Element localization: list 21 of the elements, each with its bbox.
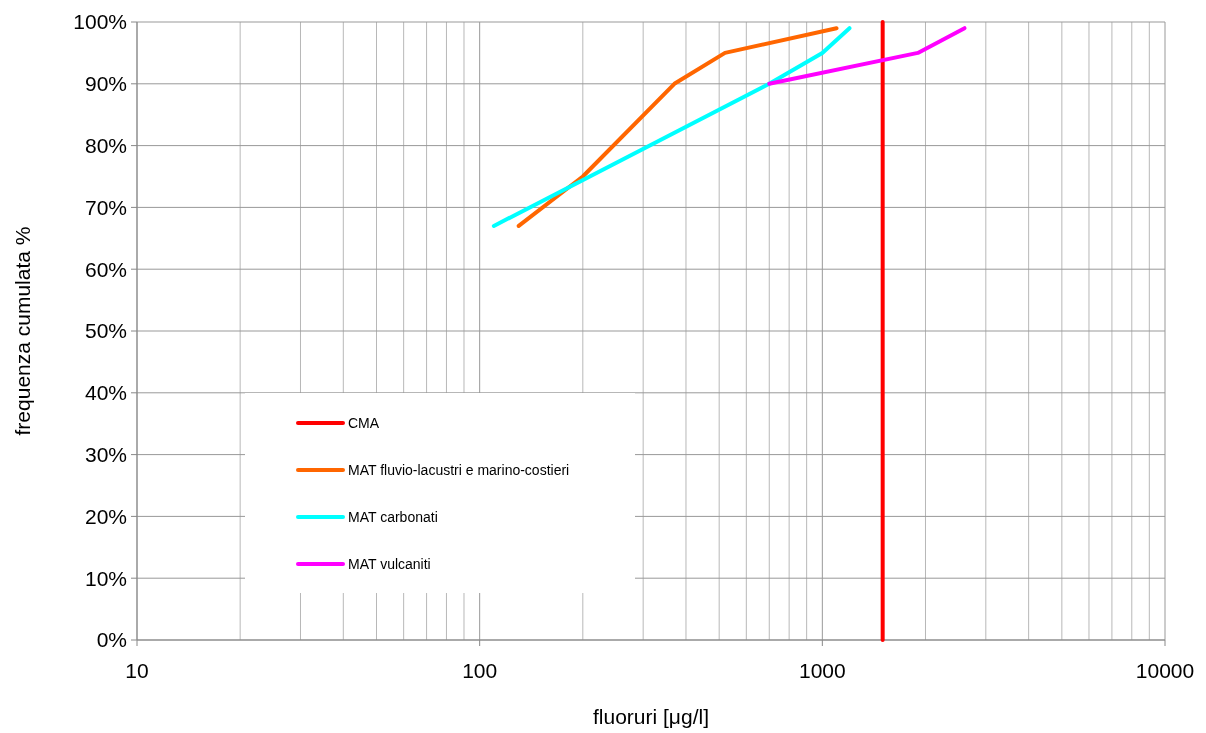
y-tick-label: 70%: [84, 195, 127, 219]
y-tick-label: 50%: [84, 319, 127, 343]
y-tick-label: 30%: [84, 442, 127, 466]
legend-label: CMA: [348, 414, 380, 431]
x-axis-title: fluoruri [μg/l]: [593, 705, 709, 728]
x-tick-label: 1000: [798, 659, 846, 682]
y-tick-label: 20%: [84, 504, 127, 528]
y-tick-label: 80%: [84, 133, 127, 157]
y-tick-label: 0%: [96, 628, 127, 652]
y-tick-label: 90%: [84, 72, 127, 96]
x-tick-label: 10000: [1135, 659, 1195, 682]
y-axis-title: frequenza cumulata %: [11, 226, 34, 436]
legend-label: MAT carbonati: [348, 508, 438, 525]
y-tick-label: 100%: [73, 10, 127, 34]
x-tick-label: 100: [462, 659, 498, 682]
y-tick-label: 40%: [84, 381, 127, 405]
x-tick-label: 10: [125, 659, 149, 682]
legend-label: MAT vulcaniti: [348, 555, 431, 572]
legend-label: MAT fluvio-lacustri e marino-costieri: [348, 461, 570, 478]
y-tick-label: 10%: [84, 566, 127, 590]
y-tick-label: 60%: [84, 257, 127, 281]
